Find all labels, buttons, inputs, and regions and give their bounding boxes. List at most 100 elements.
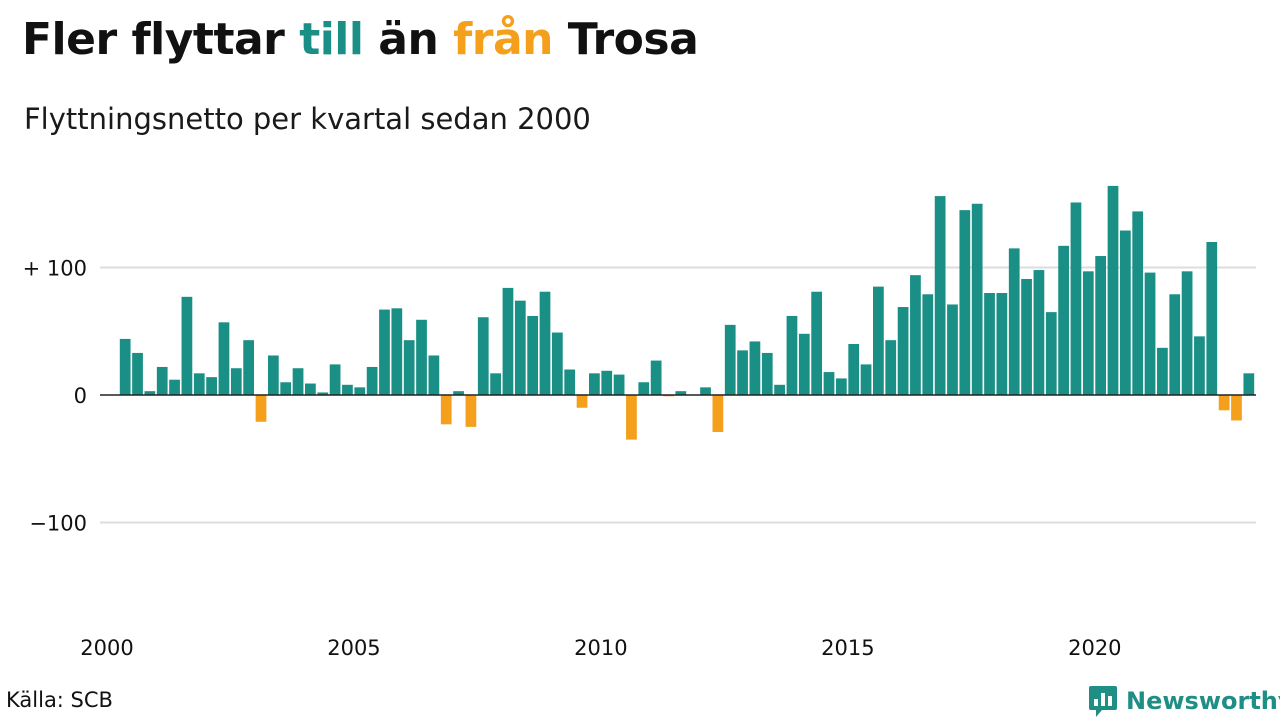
bar: [243, 340, 255, 395]
bar: [1107, 185, 1119, 395]
bar: [1058, 245, 1069, 395]
bar: [971, 203, 983, 395]
y-tick-label: 0: [74, 384, 87, 408]
bar: [551, 332, 563, 395]
bar: [749, 341, 761, 395]
bar: [1045, 312, 1057, 395]
x-tick-label: 2015: [821, 636, 874, 660]
bar: [477, 317, 489, 395]
bar: [156, 366, 168, 395]
bar: [984, 293, 995, 395]
bar: [267, 355, 279, 395]
bar: [169, 379, 180, 395]
bar: [1119, 230, 1131, 395]
bar: [700, 387, 711, 395]
bar: [218, 322, 230, 395]
bar-chart-bubble-icon: [1089, 686, 1117, 717]
bar: [539, 291, 551, 395]
bar: [119, 338, 131, 395]
bar: [996, 293, 1008, 395]
bar: [342, 384, 353, 395]
bar: [712, 395, 724, 432]
bar: [947, 304, 958, 395]
bar: [1021, 278, 1032, 395]
bar: [317, 392, 329, 395]
bar: [823, 372, 835, 395]
title-till: till: [299, 14, 364, 65]
x-tick-label: 2005: [327, 636, 380, 660]
bar: [564, 369, 576, 395]
bar: [453, 391, 464, 395]
brand-logo[interactable]: Newsworthy: [1088, 684, 1280, 718]
bar: [675, 391, 687, 395]
source-label: Källa: SCB: [6, 688, 113, 712]
bar: [1132, 211, 1144, 395]
bar: [255, 395, 267, 422]
bar: [860, 364, 872, 395]
bar: [1218, 395, 1230, 411]
bar: [206, 377, 217, 395]
y-tick-label: + 100: [23, 257, 87, 281]
bar: [1206, 242, 1218, 395]
bar: [848, 344, 860, 395]
bar: [873, 286, 884, 395]
bar: [1231, 395, 1242, 421]
bar: [786, 315, 798, 395]
bar: [403, 340, 415, 395]
bar: [601, 370, 613, 395]
bar: [230, 368, 242, 395]
x-tick-label: 2010: [574, 636, 627, 660]
bar: [1169, 294, 1181, 395]
brand-name: Newsworthy: [1126, 687, 1280, 715]
bar: [1008, 248, 1020, 395]
bar: [465, 395, 477, 427]
bar: [292, 368, 304, 395]
title-part-3: Trosa: [552, 14, 699, 65]
bar: [1144, 272, 1156, 395]
bar: [502, 287, 514, 395]
bar: [379, 309, 390, 395]
bar: [440, 395, 452, 425]
bar: [650, 360, 662, 395]
bar: [774, 384, 785, 395]
bar: [835, 378, 847, 395]
bar: [811, 291, 823, 395]
bar: [798, 333, 810, 395]
bar: [1243, 373, 1255, 395]
bar: [724, 324, 736, 395]
chart-subtitle: Flyttningsnetto per kvartal sedan 2000: [24, 102, 591, 136]
bar: [1157, 347, 1168, 395]
chart-title: Fler flyttar till än från Trosa: [22, 14, 699, 65]
bar: [527, 315, 539, 395]
y-tick-label: −100: [29, 512, 87, 536]
bar: [193, 373, 205, 395]
bar: [329, 364, 341, 395]
bar: [144, 391, 156, 395]
bar: [1095, 256, 1107, 395]
bar: [305, 383, 316, 395]
bar: [626, 395, 637, 440]
bar: [576, 395, 588, 408]
bar: [589, 373, 600, 395]
bar: [416, 319, 427, 395]
bar: [132, 352, 143, 395]
bar: [1194, 336, 1205, 395]
bar: [910, 275, 921, 395]
bar: [391, 308, 403, 395]
bar: [1181, 271, 1193, 395]
bar: [1082, 271, 1094, 395]
bar: [737, 350, 748, 395]
bar: [366, 366, 378, 395]
bar: [613, 374, 625, 395]
bar: [181, 296, 193, 395]
bar: [490, 373, 501, 395]
bar: [280, 382, 292, 395]
bar: [885, 340, 897, 395]
bar: [1033, 270, 1045, 395]
bar: [761, 352, 773, 395]
title-part-2: än: [363, 14, 454, 65]
bar: [1070, 202, 1082, 395]
title-fran: från: [453, 14, 553, 65]
bar: [922, 294, 934, 395]
